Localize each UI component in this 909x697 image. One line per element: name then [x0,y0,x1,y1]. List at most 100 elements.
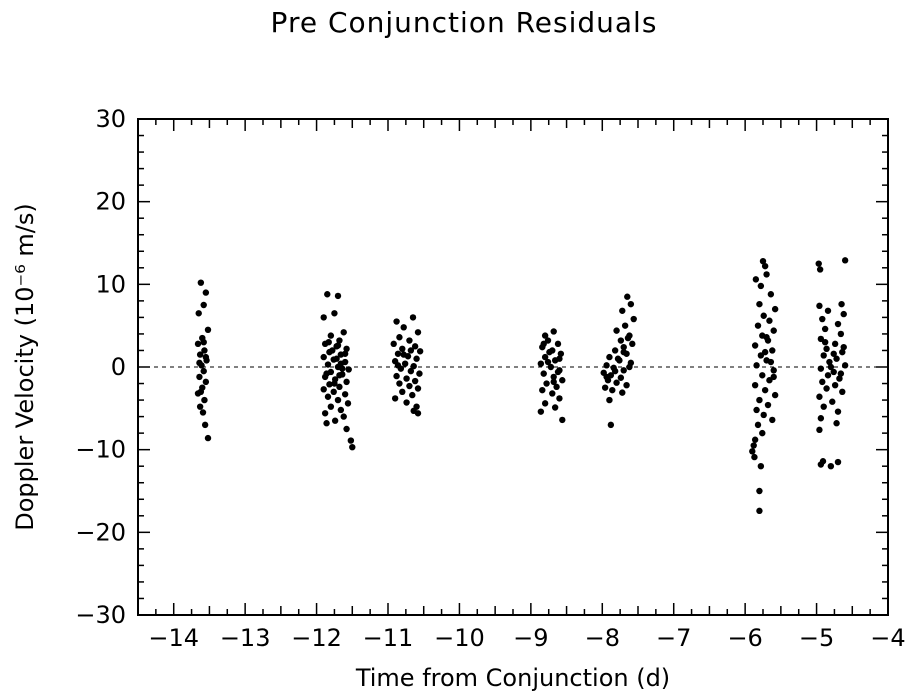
data-point [617,337,625,344]
data-point [204,326,212,333]
data-point [396,334,403,341]
data-point [761,348,769,356]
data-point [834,408,842,415]
data-point [391,395,399,402]
data-point [770,367,777,374]
data-point [611,347,619,354]
data-point [626,363,633,371]
data-point [331,310,338,317]
data-point [620,348,627,356]
data-point [416,370,423,377]
data-point [839,348,846,356]
data-point [816,426,823,434]
data-point [337,360,345,367]
data-point [815,260,822,267]
data-point [761,386,769,394]
data-point [394,350,402,357]
x-tick-label: −9 [513,624,548,652]
data-point [550,373,557,381]
data-point [336,383,343,391]
data-point [327,332,335,339]
data-point [416,348,424,355]
data-point [321,410,329,417]
data-point [403,399,410,406]
data-point [414,329,422,336]
data-point [194,340,202,348]
data-point [196,403,204,410]
data-point [603,373,610,381]
data-point [323,370,330,377]
data-point [406,337,413,344]
data-point [550,378,557,386]
data-point [331,417,339,424]
x-tick-label: −4 [870,624,905,652]
y-axis-label: Doppler Velocity (10⁻⁶ m/s) [11,203,39,531]
chart-title: Pre Conjunction Residuals [271,6,658,39]
y-tick-label: 0 [111,353,126,381]
data-point [401,360,409,367]
x-tick-label: −7 [656,624,691,652]
x-tick-label: −6 [727,624,762,652]
data-point [323,420,330,427]
data-point [753,362,760,369]
data-point [201,347,208,354]
data-point [624,334,632,342]
data-point [329,347,336,354]
data-point [757,463,765,470]
data-point [197,388,205,395]
data-point [824,307,832,314]
data-point [613,379,620,386]
data-point [769,347,776,354]
data-point [841,362,849,369]
data-point [816,266,824,273]
data-point [826,358,833,366]
data-point [819,315,826,323]
data-point [756,300,763,308]
y-tick-label: −30 [75,601,126,629]
data-point [771,305,779,313]
data-point [617,374,625,381]
y-tick-label: 30 [95,105,126,133]
data-point [753,406,760,414]
data-point [403,375,410,382]
data-point [331,380,338,387]
data-point [344,400,352,407]
data-point [341,391,349,398]
data-point [627,300,635,308]
data-point [621,322,629,329]
data-point [393,318,400,325]
data-point [756,507,763,515]
x-tick-label: −5 [799,624,834,652]
data-point [820,403,827,410]
y-tick-label: −20 [75,518,126,546]
data-point [838,300,845,308]
data-point [749,448,756,455]
data-point [399,388,406,395]
data-point [324,361,332,368]
y-tick-label: 10 [95,270,126,298]
data-point [334,292,342,300]
data-point [551,404,559,411]
data-point [763,334,770,341]
data-point [320,386,327,393]
data-point [347,437,355,444]
data-point [390,340,397,348]
data-point [606,353,613,361]
data-point [629,340,636,348]
data-point [320,314,327,321]
x-tick-label: −12 [291,624,342,652]
data-point [196,359,203,367]
data-point [201,421,209,429]
data-point [544,358,552,366]
data-points [194,257,849,515]
y-tick-label: −10 [75,436,126,464]
data-point [831,381,839,389]
data-point [546,348,553,356]
data-point [620,343,627,351]
data-point [827,463,835,470]
data-point [340,329,347,336]
data-point [759,257,767,265]
data-point [196,373,203,381]
data-point [827,363,835,371]
data-point [200,301,207,309]
